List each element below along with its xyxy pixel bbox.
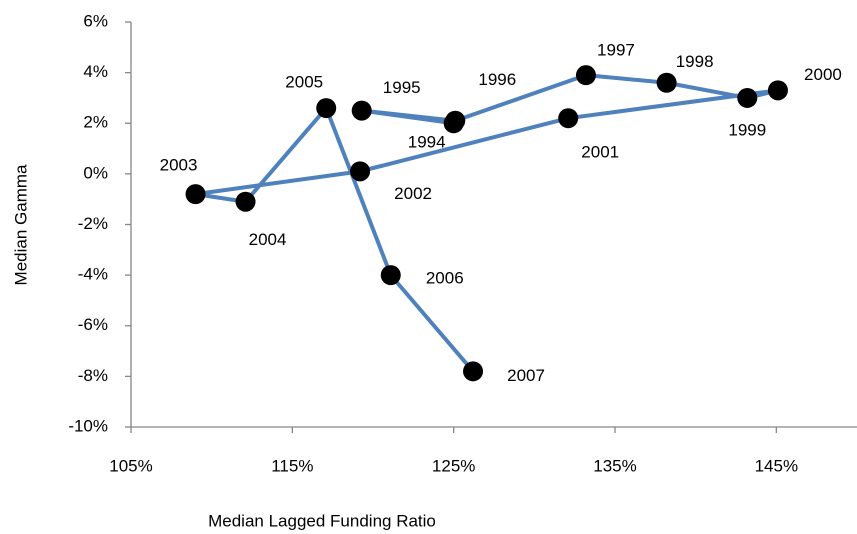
- y-tick-label: 0%: [83, 163, 108, 182]
- x-tick-label: 115%: [271, 456, 313, 475]
- y-tick-label: -4%: [78, 265, 108, 284]
- marker: [445, 110, 466, 131]
- x-tick-label: 105%: [109, 456, 152, 475]
- point-label: 1999: [728, 120, 766, 139]
- marker: [737, 87, 758, 108]
- x-tick-label: 125%: [432, 456, 475, 475]
- point-label: 2002: [394, 184, 432, 203]
- marker: [350, 161, 371, 182]
- point-label: 1998: [676, 52, 714, 71]
- y-tick-label: -6%: [78, 315, 108, 334]
- marker: [351, 100, 372, 121]
- series-line: [193, 73, 780, 373]
- point-label: 2007: [507, 366, 545, 385]
- point-label: 1997: [597, 41, 635, 60]
- y-tick-label: -2%: [78, 214, 108, 233]
- marker: [463, 361, 484, 382]
- point-label: 2006: [426, 269, 464, 288]
- x-tick-label: 145%: [755, 456, 798, 475]
- marker: [380, 265, 401, 286]
- x-axis-title: Median Lagged Funding Ratio: [208, 511, 436, 530]
- marker: [558, 108, 579, 129]
- marker: [656, 72, 677, 93]
- y-tick-label: -8%: [78, 366, 108, 385]
- point-label: 2005: [285, 73, 323, 92]
- point-label: 2000: [804, 65, 842, 84]
- y-tick-label: 4%: [83, 62, 108, 81]
- marker: [185, 184, 206, 205]
- point-label: 1994: [408, 133, 446, 152]
- y-tick-label: 6%: [83, 11, 108, 30]
- marker: [575, 65, 596, 86]
- point-label: 2001: [581, 143, 619, 162]
- marker: [767, 80, 788, 101]
- point-label: 2004: [249, 230, 287, 249]
- y-tick-label: 2%: [83, 113, 108, 132]
- y-axis-title: Median Gamma: [11, 164, 30, 285]
- point-label: 2003: [160, 156, 198, 175]
- marker: [316, 98, 337, 119]
- point-label: 1995: [383, 78, 421, 97]
- x-tick-label: 135%: [593, 456, 636, 475]
- point-label: 1996: [478, 70, 516, 89]
- y-tick-label: -10%: [68, 416, 108, 435]
- marker: [235, 191, 256, 212]
